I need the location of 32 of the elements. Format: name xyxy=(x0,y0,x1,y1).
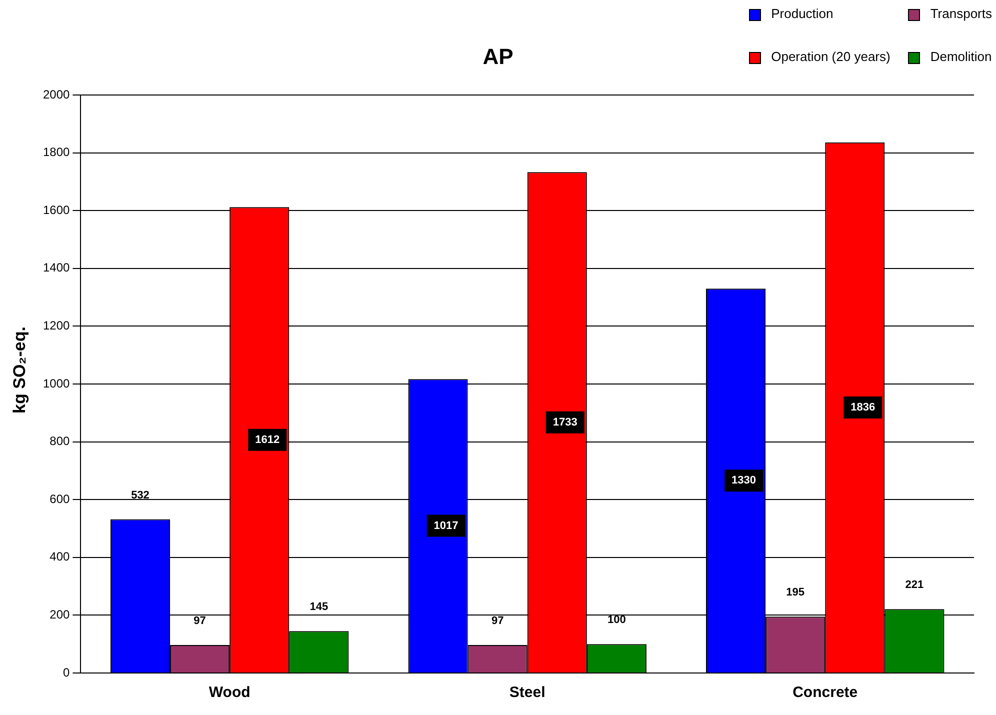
legend-label: Transports xyxy=(929,6,992,21)
data-label: 1017 xyxy=(434,520,458,532)
legend-label: Operation (20 years) xyxy=(770,49,890,64)
legend-label: Production xyxy=(770,6,834,21)
y-axis-title: kg SO₂-eq. xyxy=(10,326,30,416)
y-tick-label: 800 xyxy=(50,434,70,448)
y-tick-label: 0 xyxy=(63,665,70,680)
x-tick-label: Wood xyxy=(208,684,250,702)
data-label: 1733 xyxy=(552,416,578,428)
y-tick-label: 1000 xyxy=(42,376,70,390)
data-label: 195 xyxy=(786,586,805,599)
y-tick-label: 600 xyxy=(50,492,70,506)
data-label: 145 xyxy=(310,601,328,614)
y-tick-label: 1400 xyxy=(42,260,70,275)
data-label: 97 xyxy=(491,615,504,627)
y-tick-label: 2000 xyxy=(42,87,70,102)
data-label: 532 xyxy=(131,489,150,502)
legend-label: Demolition xyxy=(929,49,992,64)
data-label: 1836 xyxy=(850,401,876,414)
data-label: 97 xyxy=(194,615,206,627)
y-tick-label: 400 xyxy=(50,550,70,564)
data-label: 221 xyxy=(905,579,924,592)
y-tick-label: 1800 xyxy=(42,145,70,160)
y-tick-label: 1200 xyxy=(42,318,70,333)
x-tick-label: Concrete xyxy=(792,684,858,702)
data-label: 1612 xyxy=(255,434,280,446)
data-label: 1330 xyxy=(732,474,756,487)
data-label: 100 xyxy=(608,614,626,626)
y-tick-label: 1600 xyxy=(42,202,70,217)
chart-title: AP xyxy=(482,44,514,69)
y-tick-label: 200 xyxy=(50,608,70,622)
x-tick-label: Steel xyxy=(509,684,546,702)
